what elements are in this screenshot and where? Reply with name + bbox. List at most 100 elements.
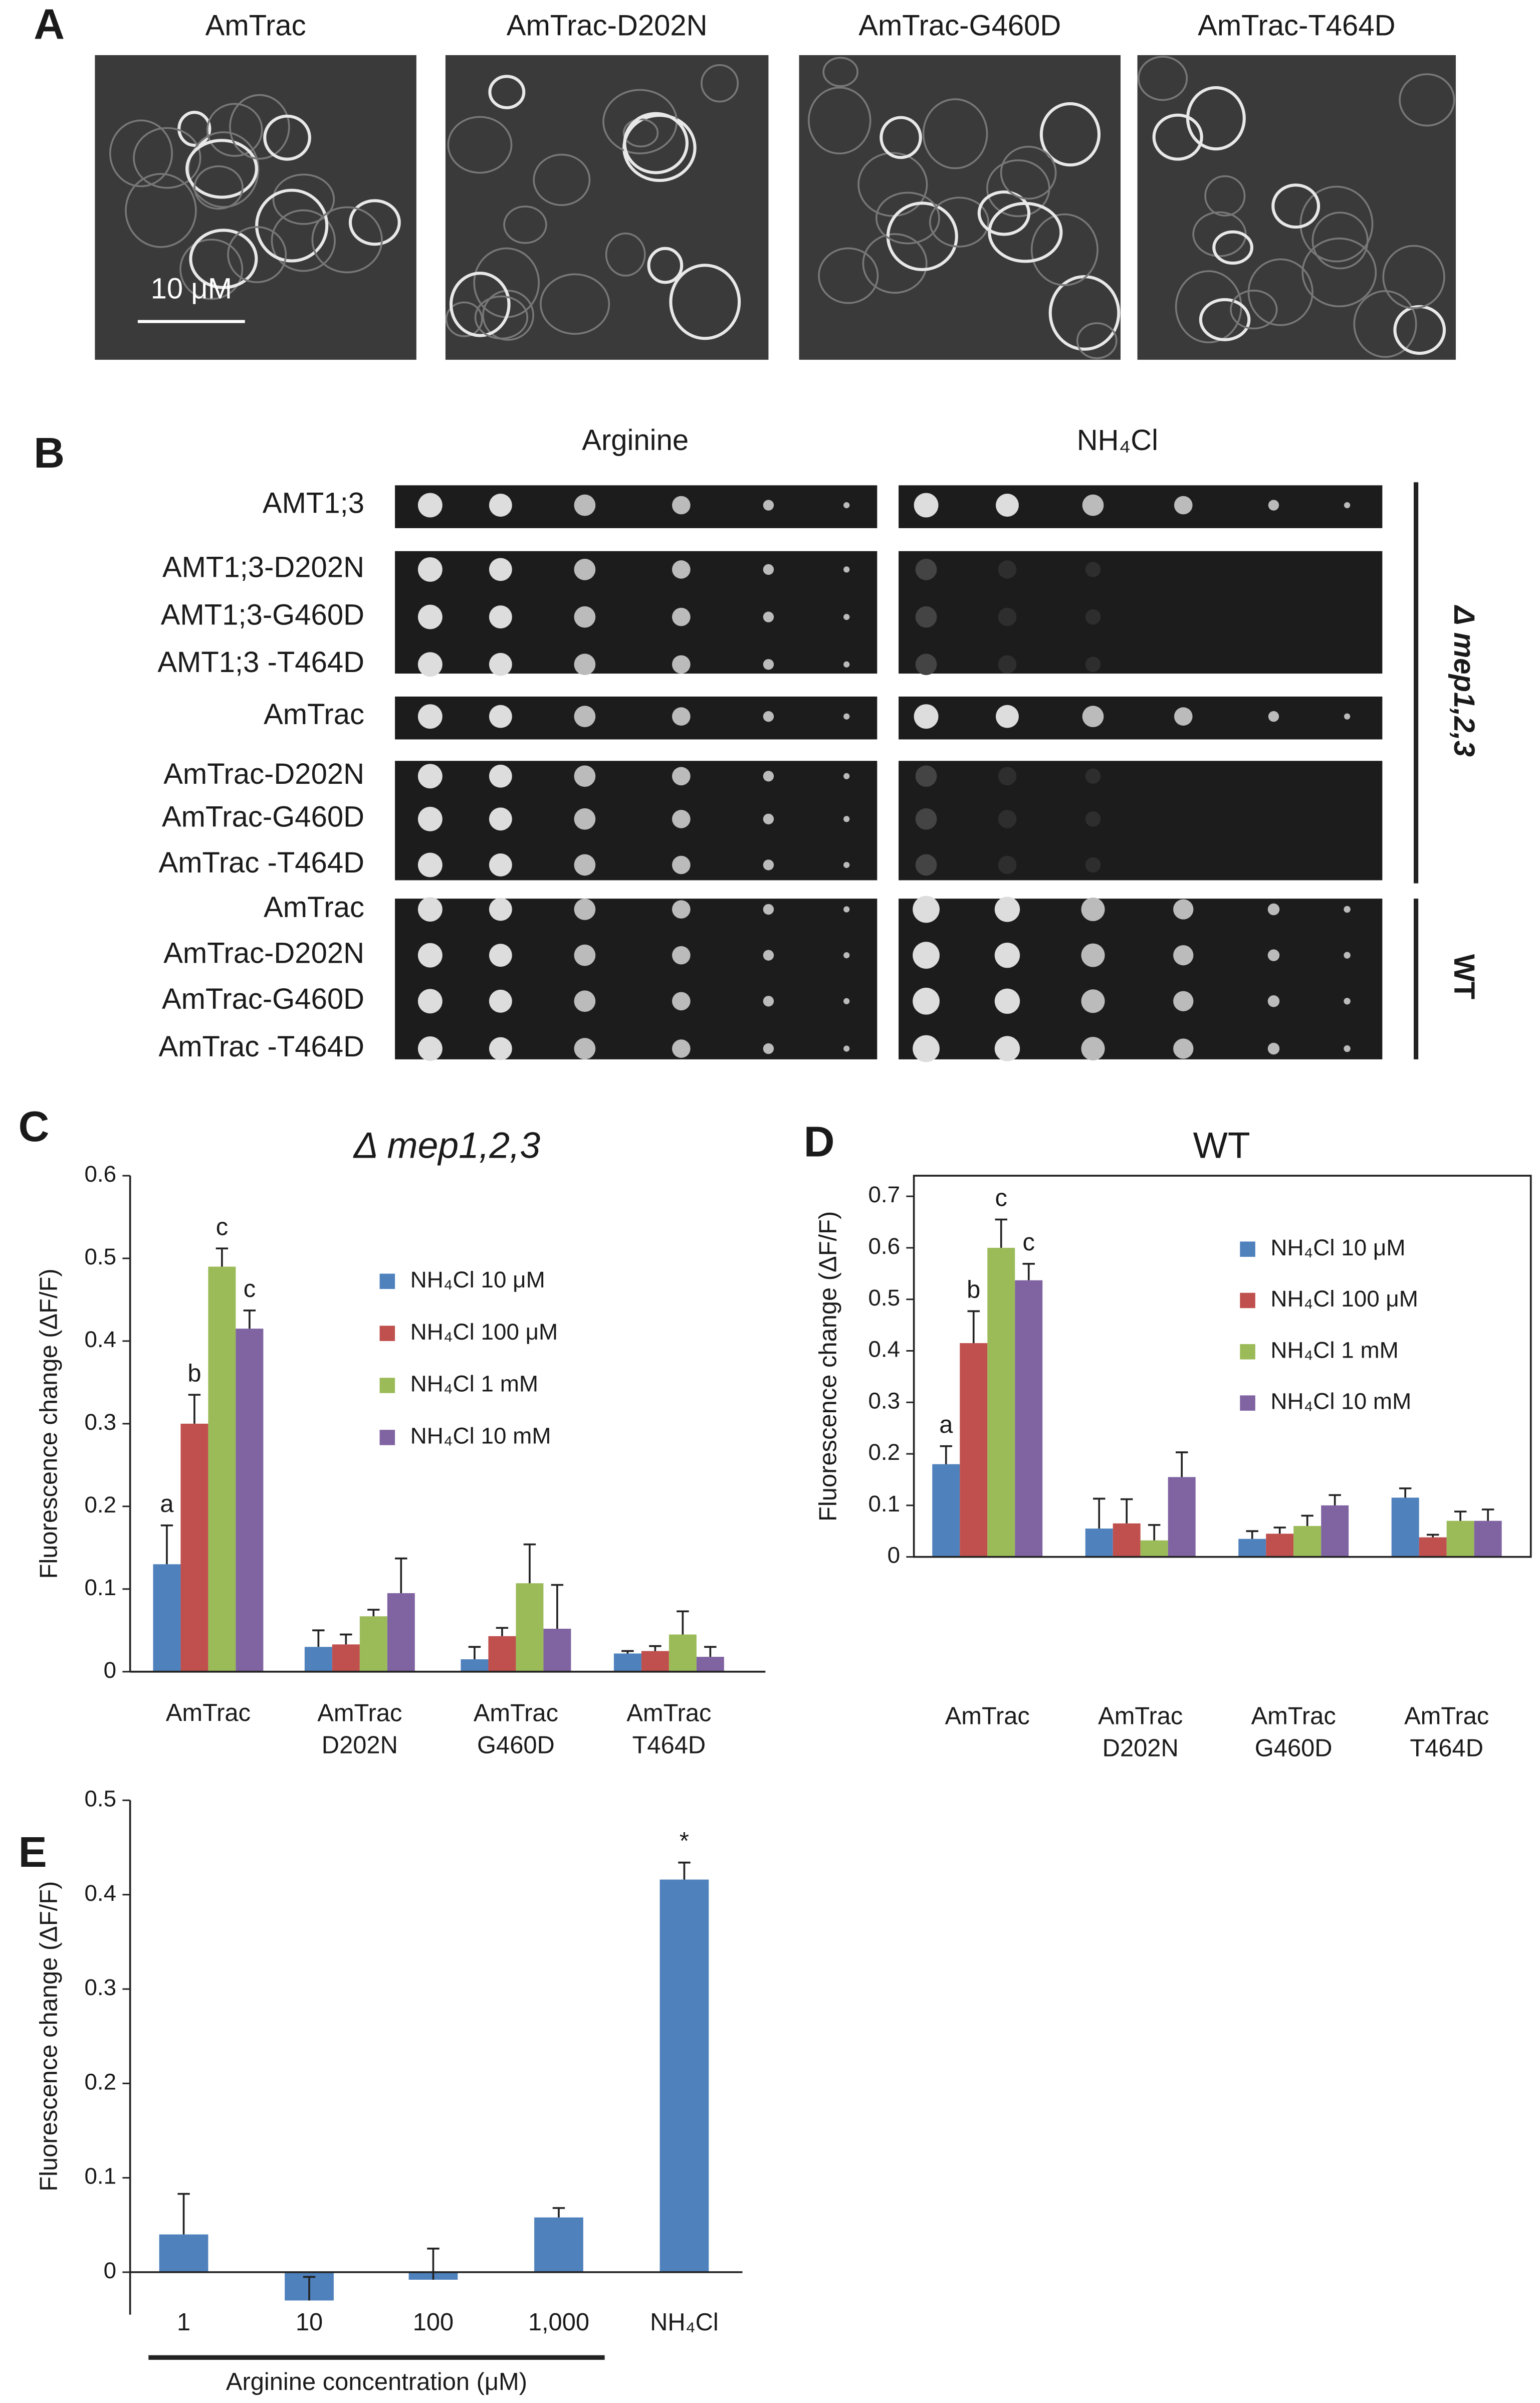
colony	[994, 1036, 1020, 1061]
x-tick-label: AmTrac	[166, 1699, 251, 1726]
colony	[489, 853, 512, 877]
annotation: *	[680, 1828, 689, 1855]
colony	[1081, 1036, 1105, 1061]
colony	[913, 896, 940, 923]
colony	[1081, 897, 1105, 922]
cell	[533, 153, 591, 206]
y-tick-label: 0.1	[868, 1491, 900, 1516]
cell	[177, 111, 211, 147]
y-tick-label: 0	[104, 1657, 116, 1683]
x-tick-label: NH₄Cl	[650, 2309, 719, 2336]
colony	[843, 952, 850, 959]
legend-swatch	[379, 1430, 395, 1445]
y-axis-label: Fluorescence change (ΔF/F)	[815, 1211, 842, 1521]
cell	[1212, 230, 1253, 265]
error-bar	[177, 2193, 190, 2235]
colony	[998, 767, 1017, 786]
colony	[913, 987, 940, 1015]
cell	[271, 209, 336, 272]
y-tick-label: 0.5	[84, 1244, 116, 1269]
image-title: AmTrac-T464D	[1198, 9, 1395, 42]
colony	[417, 989, 443, 1014]
colony	[574, 606, 596, 628]
cell	[807, 86, 871, 155]
colony	[763, 813, 774, 824]
annotation: c	[244, 1275, 256, 1302]
colony	[574, 1038, 596, 1059]
x-tick-label: AmTrac D202N	[1098, 1702, 1183, 1762]
cell	[1076, 322, 1118, 359]
colony	[998, 809, 1017, 828]
row-label: AMT1;3	[263, 487, 364, 519]
error-bar	[468, 1646, 481, 1659]
colony	[1085, 562, 1101, 577]
bar	[987, 1247, 1015, 1557]
colony	[672, 946, 691, 965]
legend-label: NH₄Cl 10 μM	[410, 1267, 545, 1292]
colony	[1085, 657, 1101, 673]
colony	[1344, 1045, 1351, 1052]
bar	[387, 1593, 415, 1672]
bar	[516, 1583, 544, 1672]
plate-strip	[899, 761, 1383, 881]
image-title: AmTrac-D202N	[507, 9, 708, 42]
panel-label: C	[19, 1103, 50, 1151]
colony	[1173, 945, 1194, 966]
colony	[489, 1037, 512, 1060]
cell	[647, 247, 684, 284]
error-bar	[496, 1627, 509, 1636]
error-bar	[243, 1309, 256, 1329]
legend-swatch	[1240, 1395, 1255, 1411]
plate-strip	[899, 485, 1383, 528]
bar	[304, 1647, 332, 1672]
error-bar	[1426, 1534, 1439, 1538]
plate-strip	[395, 899, 877, 1059]
cell	[449, 272, 511, 337]
colony	[489, 605, 512, 628]
colony	[843, 566, 850, 573]
colony	[574, 706, 596, 728]
plot-frame	[913, 1175, 1532, 1558]
bar	[1168, 1477, 1196, 1557]
annotation: c	[995, 1185, 1007, 1212]
colony	[672, 767, 691, 786]
colony	[1344, 906, 1351, 913]
colony	[489, 807, 512, 831]
colony	[1268, 500, 1279, 511]
cell	[988, 201, 1063, 263]
bar	[669, 1634, 697, 1672]
cell	[109, 119, 173, 187]
colony	[1344, 713, 1351, 720]
plate-strip	[395, 696, 877, 740]
colony	[1081, 943, 1105, 967]
colony	[574, 944, 596, 966]
cell	[1399, 73, 1455, 127]
bar	[932, 1464, 960, 1557]
error-bar	[551, 1584, 564, 1629]
error-bar	[1121, 1498, 1133, 1523]
cell	[1299, 185, 1374, 263]
colony	[843, 1045, 850, 1052]
y-tick-label: 0.6	[868, 1233, 900, 1259]
y-tick-label: 0.5	[868, 1285, 900, 1310]
cell	[922, 98, 988, 169]
colony	[1344, 952, 1351, 959]
legend-label: NH₄Cl 10 mM	[410, 1423, 551, 1448]
y-tick-label: 0.1	[84, 1575, 116, 1600]
y-tick-label: 0.4	[868, 1337, 900, 1362]
error-bar	[427, 2248, 439, 2280]
x-tick-label: 1	[177, 2309, 190, 2336]
bar	[1446, 1520, 1474, 1557]
colony	[843, 661, 850, 668]
colony	[998, 560, 1017, 579]
colony	[672, 1039, 691, 1058]
colony	[417, 604, 443, 629]
colony	[843, 773, 850, 779]
colony	[574, 765, 596, 787]
bar	[208, 1266, 236, 1672]
y-tick-label: 0.5	[84, 1786, 116, 1811]
plate-strip	[899, 696, 1383, 740]
cell	[605, 232, 646, 277]
colony	[763, 996, 774, 1007]
error-bar	[367, 1609, 380, 1617]
